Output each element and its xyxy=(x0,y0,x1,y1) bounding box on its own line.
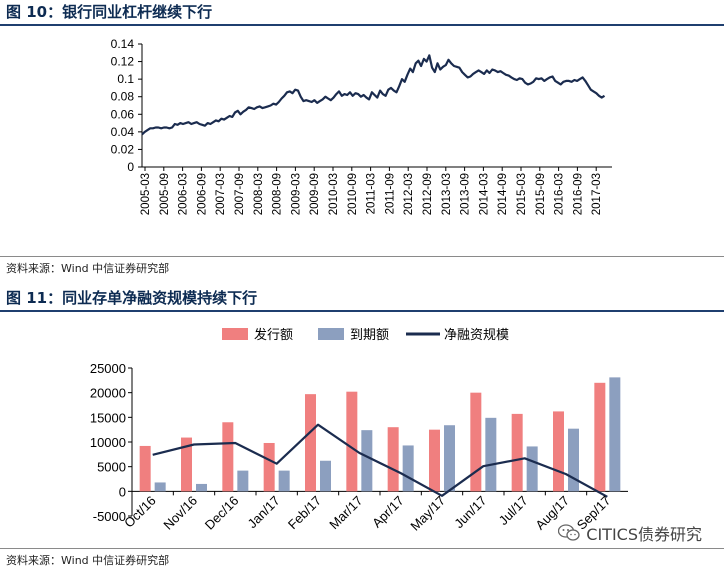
y-tick-label: 5000 xyxy=(97,460,126,475)
x-tick-label: Feb/17 xyxy=(285,493,324,532)
x-tick-label: May/17 xyxy=(407,493,448,534)
legend-label-2: 净融资规模 xyxy=(444,327,509,342)
figure-11-bottom-rule xyxy=(0,548,724,549)
figure-10-bottom-rule xyxy=(0,256,724,257)
bar-maturity-Nov/16 xyxy=(196,483,207,492)
y-tick-label: 0.14 xyxy=(111,37,135,51)
bar-issuance-May/17 xyxy=(429,429,440,492)
x-tick-label: 2017-03 xyxy=(591,173,603,215)
legend-swatch-1 xyxy=(318,328,344,340)
legend-swatch-0 xyxy=(222,328,248,340)
bar-issuance-Sep/17 xyxy=(594,382,606,492)
wechat-icon xyxy=(558,524,580,541)
x-tick-label: 2011-09 xyxy=(384,173,396,214)
bar-maturity-May/17 xyxy=(444,425,455,492)
legend-label-1: 到期额 xyxy=(350,327,389,342)
bar-issuance-Nov/16 xyxy=(181,437,192,492)
x-tick-label: 2010-03 xyxy=(328,173,340,215)
series-line-net-financing xyxy=(152,423,608,498)
bar-issuance-Jun/17 xyxy=(470,392,482,492)
figure-10-source: 资料来源：Wind 中信证券研究部 xyxy=(6,262,170,275)
y-tick-label: 25000 xyxy=(90,361,126,376)
watermark: CITICS债券研究 xyxy=(558,521,702,545)
y-tick-label: -5000 xyxy=(93,509,126,524)
bar-maturity-Jun/17 xyxy=(485,417,497,492)
figure-11-title-rule xyxy=(0,310,724,312)
x-tick-label: Jan/17 xyxy=(245,493,283,531)
x-tick-label: Jun/17 xyxy=(451,493,489,531)
bar-maturity-Dec/16 xyxy=(237,470,249,492)
x-tick-label: Oct/16 xyxy=(121,493,159,531)
x-tick-label: 2016-09 xyxy=(572,173,584,215)
leverage-line-chart: 0.14 0.12 0.1 0.08 0.06 0.04 0.02 0 2005-03 2005-… xyxy=(111,37,612,215)
x-tick-label: 2014-03 xyxy=(478,173,490,215)
legend-label-0: 发行额 xyxy=(254,327,293,342)
y-tick-label: 0.12 xyxy=(111,55,135,69)
x-tick-label: 2008-09 xyxy=(272,173,284,215)
figure-10-title-rule xyxy=(0,24,724,26)
bar-issuance-Apr/17 xyxy=(387,427,399,492)
x-tick-label: 2010-09 xyxy=(347,173,359,215)
bar-maturity-Oct/16 xyxy=(154,482,166,492)
bar-maturity-Feb/17 xyxy=(320,460,331,492)
y-tick-label: 0.08 xyxy=(111,90,135,104)
x-tick-label: 2013-03 xyxy=(441,173,453,215)
x-tick-label: 2008-03 xyxy=(253,173,265,215)
x-tick-label: 2015-09 xyxy=(535,173,547,215)
x-tick-label: Dec/16 xyxy=(202,493,242,533)
bar-maturity-Jul/17 xyxy=(526,446,538,492)
bar-maturity-Sep/17 xyxy=(609,377,621,492)
bar-issuance-Mar/17 xyxy=(346,391,358,492)
x-tick-label: 2015-03 xyxy=(516,173,528,215)
figure-11-source: 资料来源：Wind 中信证券研究部 xyxy=(6,554,170,567)
bar-issuance-Oct/16 xyxy=(139,445,151,492)
ncd-financing-chart: 发行额 到期额 净融资规模 25000 20000 15000 10000 5000 0 -500… xyxy=(90,327,628,534)
bar-maturity-Apr/17 xyxy=(402,445,414,492)
bar-issuance-Feb/17 xyxy=(305,394,316,492)
bar-issuance-Dec/16 xyxy=(222,422,234,492)
x-tick-label: 2013-09 xyxy=(460,173,472,215)
figure-11-title: 图 11：同业存单净融资规模持续下行 xyxy=(6,289,258,307)
y-tick-label: 15000 xyxy=(90,410,126,425)
bar-issuance-Aug/17 xyxy=(553,411,564,492)
x-tick-label: 2012-03 xyxy=(403,173,415,215)
bar-issuance-Jan/17 xyxy=(263,442,275,492)
figure-10-title: 图 10：银行同业杠杆继续下行 xyxy=(6,3,213,21)
x-tick-label: Nov/16 xyxy=(160,493,200,533)
x-tick-label: 2005-03 xyxy=(140,173,152,215)
x-tick-label: 2014-09 xyxy=(497,173,509,215)
x-tick-label: Jul/17 xyxy=(496,493,531,528)
x-tick-label: 2009-03 xyxy=(290,173,302,215)
y-tick-label: 0 xyxy=(119,484,126,499)
x-tick-label: 2016-03 xyxy=(554,173,566,215)
x-tick-label: 2006-09 xyxy=(196,173,208,215)
x-tick-label: 2011-03 xyxy=(366,173,378,214)
y-tick-label: 0.1 xyxy=(117,72,134,86)
x-tick-label: 2006-03 xyxy=(178,173,190,215)
x-tick-label: 2007-03 xyxy=(215,173,227,215)
x-tick-label: 2005-09 xyxy=(159,173,171,215)
x-tick-label: 2007-09 xyxy=(234,173,246,215)
bar-issuance-Jul/17 xyxy=(511,413,523,492)
bar-maturity-Jan/17 xyxy=(278,470,290,492)
x-tick-label: Apr/17 xyxy=(369,493,407,531)
y-tick-label: 20000 xyxy=(90,386,126,401)
y-tick-label: 10000 xyxy=(90,435,126,450)
y-tick-label: 0 xyxy=(127,160,134,174)
y-tick-label: 0.06 xyxy=(111,107,135,121)
watermark-text: CITICS债券研究 xyxy=(586,525,702,544)
bar-maturity-Mar/17 xyxy=(361,430,373,492)
y-tick-label: 0.02 xyxy=(111,142,135,156)
x-tick-label: 2009-09 xyxy=(309,173,321,215)
bar-maturity-Aug/17 xyxy=(568,428,579,492)
y-tick-label: 0.04 xyxy=(111,125,135,139)
series-line-leverage xyxy=(141,54,606,136)
x-tick-label: Mar/17 xyxy=(326,493,365,532)
x-tick-label: 2012-09 xyxy=(422,173,434,215)
